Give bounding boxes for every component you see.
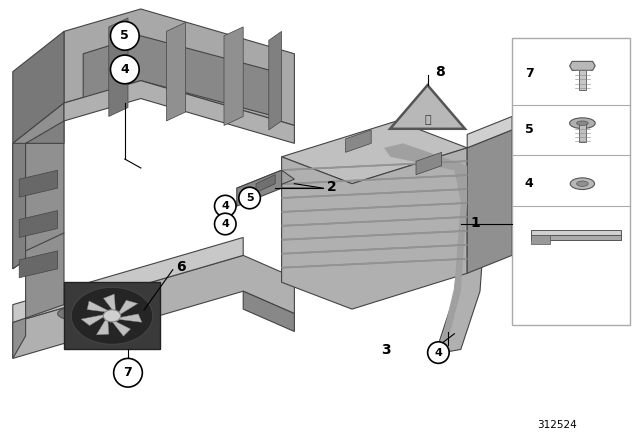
Ellipse shape: [58, 307, 96, 320]
Polygon shape: [97, 318, 109, 335]
Polygon shape: [243, 291, 294, 332]
Text: 4: 4: [221, 219, 229, 229]
Polygon shape: [109, 18, 128, 116]
Polygon shape: [282, 121, 467, 184]
Circle shape: [71, 287, 153, 345]
Polygon shape: [531, 230, 621, 235]
Polygon shape: [282, 189, 467, 198]
Text: 7: 7: [525, 67, 534, 81]
Text: 5: 5: [120, 29, 129, 43]
Text: 4: 4: [435, 348, 442, 358]
Bar: [579, 70, 586, 90]
Polygon shape: [282, 216, 467, 227]
Text: 2: 2: [326, 180, 336, 194]
Polygon shape: [19, 251, 58, 278]
Polygon shape: [282, 148, 467, 309]
Polygon shape: [467, 116, 512, 148]
Polygon shape: [87, 301, 111, 312]
Ellipse shape: [111, 22, 139, 50]
Polygon shape: [237, 170, 282, 206]
Polygon shape: [531, 235, 621, 240]
Polygon shape: [81, 314, 107, 326]
Text: 6: 6: [176, 260, 186, 275]
Ellipse shape: [239, 187, 260, 209]
Polygon shape: [256, 175, 275, 193]
Ellipse shape: [428, 342, 449, 363]
Polygon shape: [282, 244, 467, 254]
Polygon shape: [13, 121, 64, 269]
Text: 4: 4: [525, 177, 534, 190]
Polygon shape: [111, 320, 131, 336]
Polygon shape: [282, 230, 467, 241]
Ellipse shape: [214, 195, 236, 217]
Polygon shape: [13, 103, 64, 269]
Ellipse shape: [577, 181, 588, 186]
Ellipse shape: [577, 121, 588, 125]
Polygon shape: [282, 160, 467, 171]
Polygon shape: [83, 36, 275, 116]
Text: 7: 7: [124, 366, 132, 379]
Polygon shape: [384, 143, 467, 340]
Polygon shape: [282, 202, 467, 212]
Polygon shape: [116, 314, 142, 322]
Text: 1: 1: [470, 216, 480, 230]
Polygon shape: [64, 9, 294, 125]
Bar: [579, 123, 586, 142]
Polygon shape: [118, 300, 138, 316]
Polygon shape: [13, 237, 243, 323]
Text: 5: 5: [246, 193, 253, 203]
Text: 8: 8: [435, 65, 445, 79]
Polygon shape: [570, 61, 595, 70]
Ellipse shape: [570, 118, 595, 129]
Polygon shape: [467, 130, 512, 273]
Bar: [512, 38, 630, 325]
Polygon shape: [166, 22, 186, 121]
Polygon shape: [19, 211, 58, 237]
Polygon shape: [282, 258, 467, 268]
Polygon shape: [224, 27, 243, 125]
Polygon shape: [13, 233, 64, 358]
Polygon shape: [282, 174, 467, 185]
Polygon shape: [416, 152, 442, 175]
Text: 🔌: 🔌: [424, 115, 431, 125]
Text: 4: 4: [221, 201, 229, 211]
Polygon shape: [346, 130, 371, 152]
Ellipse shape: [214, 213, 236, 235]
Polygon shape: [237, 170, 294, 197]
Text: 312524: 312524: [537, 420, 577, 430]
Ellipse shape: [114, 358, 142, 387]
Polygon shape: [64, 81, 294, 143]
Text: 3: 3: [381, 343, 390, 358]
Polygon shape: [13, 31, 64, 143]
Polygon shape: [531, 235, 550, 244]
Text: 5: 5: [525, 123, 534, 137]
Polygon shape: [269, 31, 282, 130]
Polygon shape: [64, 282, 160, 349]
Polygon shape: [13, 255, 294, 358]
Polygon shape: [19, 170, 58, 197]
Ellipse shape: [111, 55, 139, 84]
Ellipse shape: [570, 178, 595, 190]
Polygon shape: [378, 130, 486, 354]
Polygon shape: [390, 85, 465, 129]
Circle shape: [104, 310, 120, 322]
Polygon shape: [104, 294, 116, 313]
Text: 4: 4: [120, 63, 129, 76]
